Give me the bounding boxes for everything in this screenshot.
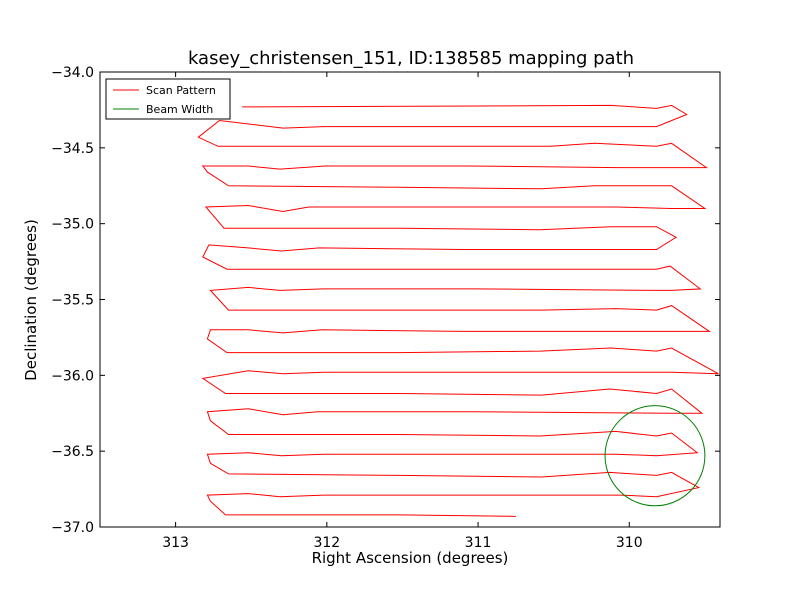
legend-label-beam-width: Beam Width	[146, 103, 213, 116]
y-tick-label: −37.0	[51, 520, 94, 536]
y-tick-label: −34.0	[51, 65, 94, 81]
x-tick-label: 312	[313, 535, 340, 551]
y-tick-label: −36.5	[51, 444, 94, 460]
y-tick-label: −35.0	[51, 217, 94, 233]
y-axis-label: Declination (degrees)	[22, 219, 40, 381]
legend: Scan Pattern Beam Width	[105, 78, 231, 120]
plot-frame	[99, 71, 721, 528]
series-scan-pattern-line	[197, 104, 719, 517]
axes-ticks: 313 312 311 310 −34.0 −34.5 −35.0 −35.5 −36.0 −36…	[51, 65, 720, 551]
x-tick-label: 310	[616, 535, 643, 551]
y-tick-label: −35.5	[51, 293, 94, 309]
x-tick-label: 311	[465, 535, 492, 551]
chart-title: kasey_christensen_151, ID:138585 mapping…	[188, 48, 634, 69]
x-axis-label: Right Ascension (degrees)	[312, 549, 509, 567]
series-beam-width-circle	[604, 405, 706, 507]
legend-box	[105, 78, 231, 120]
plot-area	[197, 104, 719, 517]
y-tick-label: −34.5	[51, 141, 94, 157]
x-tick-label: 313	[162, 535, 189, 551]
legend-label-scan-pattern: Scan Pattern	[146, 84, 216, 97]
y-tick-label: −36.0	[51, 368, 94, 384]
